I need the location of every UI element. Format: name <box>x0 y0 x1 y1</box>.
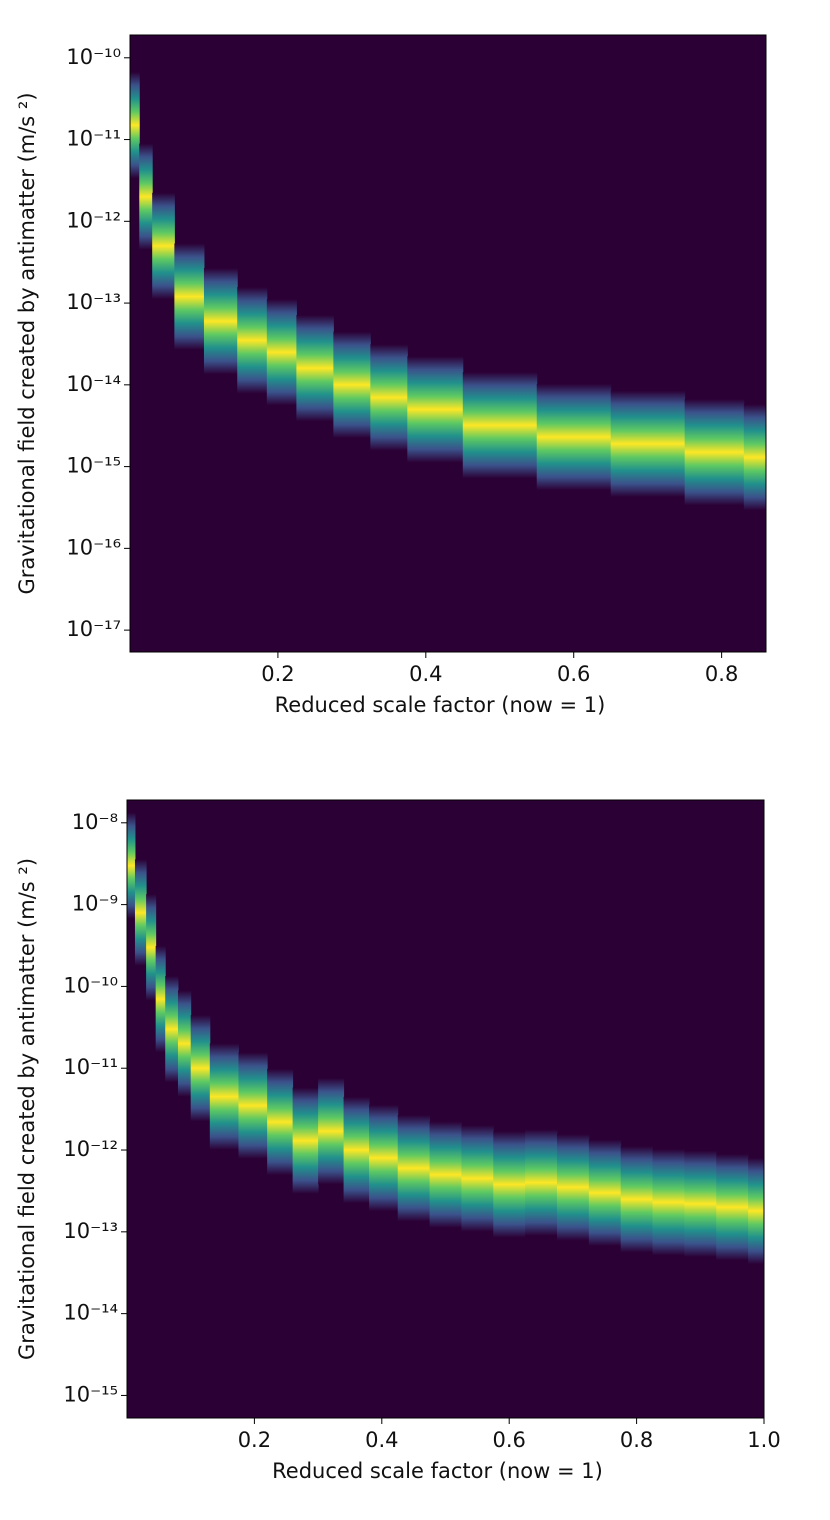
density-column <box>370 344 408 451</box>
x-tick-label: 0.6 <box>557 662 590 686</box>
density-column <box>238 1052 268 1159</box>
density-column <box>146 894 157 1001</box>
density-column <box>462 372 538 479</box>
density-column <box>318 1078 345 1185</box>
y-tick-label: 10⁻¹² <box>63 1137 118 1161</box>
density-column <box>525 1129 558 1236</box>
density-column <box>130 72 140 179</box>
density-column <box>177 990 192 1097</box>
density-column <box>152 192 175 300</box>
density-column <box>620 1146 654 1253</box>
density-column <box>127 812 136 919</box>
density-column <box>536 383 612 491</box>
y-tick-label: 10⁻¹¹ <box>63 1055 118 1079</box>
y-tick-label: 10⁻¹⁵ <box>66 454 121 478</box>
density-column <box>684 399 745 506</box>
density-column <box>716 1154 749 1261</box>
y-axis-label: Gravitational field created by antimatte… <box>15 858 39 1360</box>
density-band <box>130 72 766 511</box>
density-column <box>237 287 268 394</box>
density-band <box>127 812 764 1265</box>
density-column <box>203 268 238 375</box>
x-tick-label: 0.6 <box>492 1428 525 1452</box>
y-tick-label: 10⁻¹⁵ <box>63 1382 118 1406</box>
density-column <box>610 390 686 497</box>
density-column <box>266 299 297 406</box>
density-column <box>267 1068 294 1176</box>
density-column <box>190 1015 211 1122</box>
x-tick-label: 0.4 <box>409 662 442 686</box>
density-column <box>333 331 371 438</box>
density-column <box>296 315 334 422</box>
density-column <box>209 1043 239 1150</box>
x-tick-label: 0.2 <box>238 1428 271 1452</box>
y-tick-label: 10⁻¹⁴ <box>63 1301 118 1325</box>
density-column <box>174 243 205 350</box>
y-tick-label: 10⁻¹⁰ <box>66 45 121 69</box>
density-column <box>493 1131 526 1238</box>
density-column <box>461 1125 494 1232</box>
y-tick-label: 10⁻¹⁴ <box>66 372 121 396</box>
y-tick-label: 10⁻¹³ <box>66 290 121 314</box>
density-column <box>165 976 179 1083</box>
x-tick-label: 0.4 <box>365 1428 398 1452</box>
density-column <box>134 859 147 966</box>
density-column <box>139 143 153 250</box>
density-column <box>369 1104 399 1212</box>
y-axis-label: Gravitational field created by antimatte… <box>15 92 39 594</box>
y-tick-label: 10⁻¹⁷ <box>66 617 121 641</box>
x-tick-label: 1.0 <box>747 1428 780 1452</box>
x-axis-label: Reduced scale factor (now = 1) <box>272 1459 603 1483</box>
y-tick-label: 10⁻¹² <box>66 208 121 232</box>
y-tick-label: 10⁻¹⁰ <box>63 973 118 997</box>
density-column <box>429 1121 462 1228</box>
density-column <box>155 945 166 1053</box>
density-column <box>652 1149 685 1256</box>
y-tick-label: 10⁻⁹ <box>72 892 118 916</box>
density-column <box>748 1157 764 1265</box>
y-tick-label: 10⁻¹³ <box>63 1219 118 1243</box>
y-tick-label: 10⁻¹¹ <box>66 127 121 151</box>
density-column <box>397 1115 431 1222</box>
density-column <box>588 1139 622 1246</box>
x-axis-label: Reduced scale factor (now = 1) <box>275 693 606 717</box>
x-tick-label: 0.8 <box>620 1428 653 1452</box>
y-tick-label: 10⁻¹⁶ <box>66 535 121 559</box>
x-tick-label: 0.2 <box>261 662 294 686</box>
density-column <box>292 1087 319 1194</box>
density-column <box>743 404 766 511</box>
axes-frame <box>129 34 767 653</box>
axes-frame <box>126 799 765 1419</box>
density-column <box>343 1096 370 1204</box>
density-column <box>407 356 464 463</box>
x-tick-label: 0.8 <box>705 662 738 686</box>
density-column <box>556 1134 590 1241</box>
density-column <box>684 1150 717 1257</box>
y-tick-label: 10⁻⁸ <box>72 810 118 834</box>
